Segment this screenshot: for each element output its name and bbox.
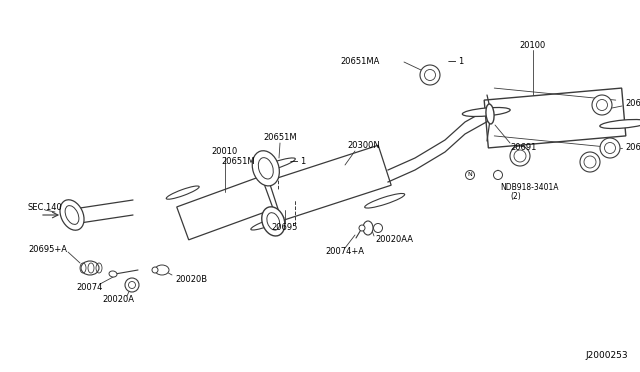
Ellipse shape — [259, 158, 273, 179]
Text: NDB918-3401A: NDB918-3401A — [500, 183, 559, 192]
Ellipse shape — [493, 170, 502, 180]
Ellipse shape — [262, 207, 285, 236]
Ellipse shape — [267, 213, 280, 230]
Text: 20651M: 20651M — [263, 134, 297, 142]
Text: SEC.140: SEC.140 — [28, 202, 63, 212]
Ellipse shape — [251, 217, 284, 230]
Text: 20020AA: 20020AA — [375, 235, 413, 244]
Ellipse shape — [152, 267, 158, 273]
Ellipse shape — [580, 152, 600, 172]
Ellipse shape — [365, 193, 404, 208]
Text: 20020B: 20020B — [175, 276, 207, 285]
Ellipse shape — [166, 186, 199, 199]
Text: 20100: 20100 — [520, 41, 546, 49]
Ellipse shape — [65, 206, 79, 224]
Ellipse shape — [252, 151, 280, 186]
Ellipse shape — [359, 225, 365, 231]
Text: N: N — [468, 173, 472, 177]
Text: J2000253: J2000253 — [586, 350, 628, 359]
Ellipse shape — [424, 70, 435, 80]
Text: 20074: 20074 — [77, 283, 103, 292]
Ellipse shape — [462, 108, 510, 116]
Ellipse shape — [600, 119, 640, 128]
Ellipse shape — [510, 146, 530, 166]
Text: 20651MA: 20651MA — [625, 144, 640, 153]
Text: 20691: 20691 — [510, 144, 536, 153]
Text: 20300N: 20300N — [347, 141, 380, 150]
Text: 20010: 20010 — [212, 148, 238, 157]
Text: (2): (2) — [510, 192, 521, 202]
Ellipse shape — [60, 200, 84, 230]
Ellipse shape — [374, 224, 383, 232]
Ellipse shape — [109, 271, 117, 277]
Text: 20020A: 20020A — [102, 295, 134, 305]
Ellipse shape — [81, 261, 99, 275]
Text: 20695+A: 20695+A — [28, 246, 67, 254]
Text: 20695: 20695 — [272, 224, 298, 232]
Ellipse shape — [596, 99, 607, 110]
Ellipse shape — [584, 156, 596, 168]
Text: 20074+A: 20074+A — [326, 247, 365, 257]
Ellipse shape — [592, 95, 612, 115]
Ellipse shape — [605, 142, 616, 154]
Ellipse shape — [155, 265, 169, 275]
Ellipse shape — [486, 104, 494, 124]
Text: 20651M: 20651M — [221, 157, 255, 167]
Ellipse shape — [420, 65, 440, 85]
Ellipse shape — [600, 138, 620, 158]
Ellipse shape — [129, 282, 136, 289]
Ellipse shape — [363, 221, 373, 235]
Text: — 1: — 1 — [290, 157, 307, 167]
Text: — 1: — 1 — [448, 58, 464, 67]
Ellipse shape — [255, 158, 295, 173]
Ellipse shape — [514, 150, 526, 162]
Text: 20651MA: 20651MA — [340, 58, 380, 67]
Text: 20651MA: 20651MA — [625, 99, 640, 108]
Ellipse shape — [125, 278, 139, 292]
